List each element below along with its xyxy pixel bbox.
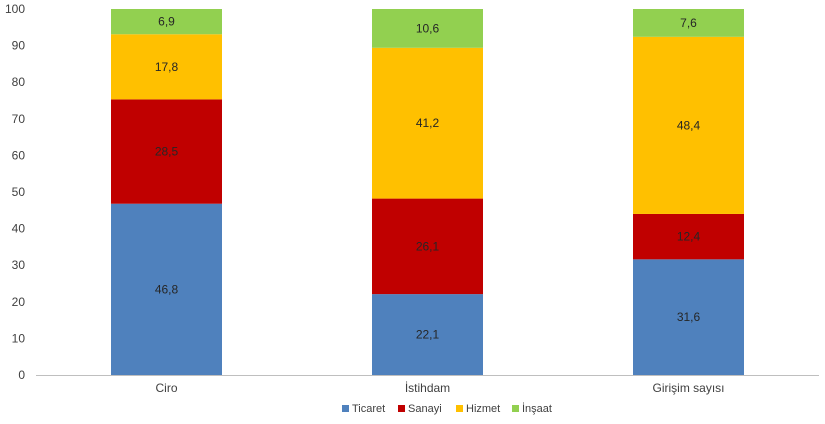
data-label: 48,4 [677,118,701,132]
data-label: 6,9 [158,15,175,29]
legend-swatch [342,405,349,412]
legend-swatch [456,405,463,412]
x-category-label: Ciro [155,381,177,395]
bar-segment [111,34,222,100]
data-label: 28,5 [155,145,179,159]
legend-item: İnşaat [512,402,552,415]
legend-swatch [512,405,519,412]
bar-segment [633,259,744,375]
bar-segment [372,9,483,48]
data-label: 12,4 [677,230,701,244]
legend: Ticaret Sanayi Hizmet İnşaat [342,402,552,415]
data-label: 17,8 [155,60,179,74]
bar-segment [372,294,483,375]
bar-segment [633,9,744,37]
bar-segment [111,99,222,204]
data-label: 31,6 [677,310,701,324]
y-tick-label: 80 [12,75,26,89]
y-tick-label: 0 [18,368,25,382]
bars: 46,8 28,5 17,8 6,9 22,1 26,1 41,2 10,6 31,6 12,4 4… [111,9,744,375]
y-tick-label: 60 [12,148,26,162]
y-tick-label: 30 [12,258,26,272]
y-axis: 0 10 20 30 40 50 60 70 80 90 100 [5,2,25,382]
legend-swatch [398,405,405,412]
bar-segment [372,198,483,295]
bar-segment [111,203,222,375]
bar-stack-1: 22,1 26,1 41,2 10,6 [372,9,483,375]
legend-item: Hizmet [456,403,500,415]
legend-label: Sanayi [408,403,442,415]
bar-segment [111,9,222,35]
legend-label: Hizmet [466,403,500,415]
legend-label: Ticaret [352,403,385,415]
bar-stack-2: 31,6 12,4 48,4 7,6 [633,9,744,375]
y-tick-label: 70 [12,112,26,126]
y-tick-label: 100 [5,2,25,16]
legend-label: İnşaat [522,402,552,415]
bar-segment [633,36,744,214]
bar-stack-0: 46,8 28,5 17,8 6,9 [111,9,222,375]
data-label: 22,1 [416,328,440,342]
bar-segment [372,47,483,199]
y-tick-label: 90 [12,39,26,53]
y-tick-label: 10 [12,331,26,345]
x-category-label: İstihdam [405,381,450,395]
y-tick-label: 40 [12,222,26,236]
y-tick-label: 20 [12,295,26,309]
x-category-label: Girişim sayısı [653,381,725,395]
y-tick-label: 50 [12,185,26,199]
data-label: 10,6 [416,21,440,35]
legend-item: Sanayi [398,403,442,415]
data-label: 26,1 [416,239,440,253]
legend-item: Ticaret [342,403,385,415]
data-label: 41,2 [416,116,440,130]
data-label: 46,8 [155,282,179,296]
data-label: 7,6 [680,16,697,30]
bar-segment [633,213,744,260]
